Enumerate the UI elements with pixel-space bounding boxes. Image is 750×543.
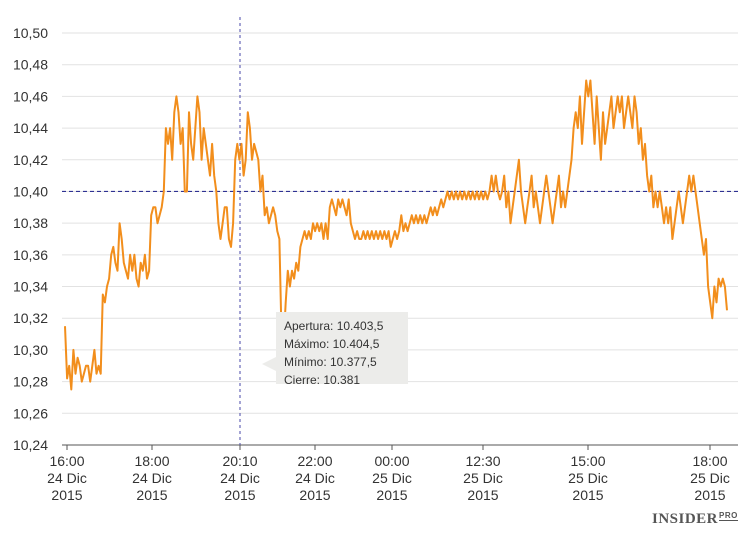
tooltip-high: Máximo: 10.404,5 — [284, 337, 380, 351]
y-tick-label: 10,42 — [13, 152, 48, 168]
tooltip-pointer — [262, 357, 276, 371]
price-series-line — [64, 79, 728, 391]
y-tick-label: 10,26 — [13, 405, 48, 421]
x-tick-label: 2015 — [51, 487, 82, 503]
y-tick-label: 10,40 — [13, 183, 48, 199]
reference-line-group — [62, 17, 738, 445]
x-tick-label: 2015 — [694, 487, 725, 503]
y-tick-label: 10,38 — [13, 215, 48, 231]
x-tick-label: 25 Dic — [372, 470, 412, 486]
x-tick-label: 25 Dic — [690, 470, 730, 486]
x-tick-label: 00:00 — [374, 453, 409, 469]
x-tick-label: 2015 — [572, 487, 603, 503]
y-tick-label: 10,34 — [13, 279, 48, 295]
x-tick-label: 22:00 — [297, 453, 332, 469]
x-tick-label: 2015 — [299, 487, 330, 503]
x-tick-label: 2015 — [467, 487, 498, 503]
x-tick-label: 16:00 — [49, 453, 84, 469]
y-tick-label: 10,28 — [13, 374, 48, 390]
x-tick-label: 12:30 — [465, 453, 500, 469]
y-tick-label: 10,32 — [13, 310, 48, 326]
y-tick-label: 10,46 — [13, 88, 48, 104]
tooltip-low: Mínimo: 10.377,5 — [284, 355, 377, 369]
series-group — [64, 79, 728, 391]
brand-name: INSIDER — [652, 511, 719, 527]
tooltip-close: Cierre: 10.381 — [284, 373, 361, 387]
x-tick-label: 24 Dic — [295, 470, 335, 486]
x-tick-label: 15:00 — [570, 453, 605, 469]
y-tick-label: 10,50 — [13, 25, 48, 41]
ohlc-tooltip: Apertura: 10.403,5 Máximo: 10.404,5 Míni… — [276, 312, 408, 387]
x-tick-label: 25 Dic — [568, 470, 608, 486]
y-tick-label: 10,36 — [13, 247, 48, 263]
brand-suffix: PRO — [719, 511, 738, 521]
x-tick-label: 18:00 — [134, 453, 169, 469]
y-tick-label: 10,44 — [13, 120, 48, 136]
tooltip-open: Apertura: 10.403,5 — [284, 319, 384, 333]
x-tick-label: 2015 — [224, 487, 255, 503]
y-tick-label: 10,24 — [13, 437, 48, 453]
x-tick-label: 18:00 — [692, 453, 727, 469]
x-tick-label: 24 Dic — [132, 470, 172, 486]
gridlines — [62, 32, 738, 414]
brand-logo: INSIDERPRO — [652, 511, 738, 528]
y-tick-label: 10,30 — [13, 342, 48, 358]
x-tick-label: 2015 — [136, 487, 167, 503]
x-tick-label: 24 Dic — [47, 470, 87, 486]
x-tick-label: 25 Dic — [463, 470, 503, 486]
x-tick-label: 20:10 — [222, 453, 257, 469]
axes — [62, 444, 738, 450]
y-tick-label: 10,48 — [13, 57, 48, 73]
x-tick-label: 2015 — [376, 487, 407, 503]
y-tick-labels: 10,24 10,26 10,28 10,30 10,32 10,34 10,36 10,38… — [13, 25, 48, 453]
x-tick-label: 24 Dic — [220, 470, 260, 486]
